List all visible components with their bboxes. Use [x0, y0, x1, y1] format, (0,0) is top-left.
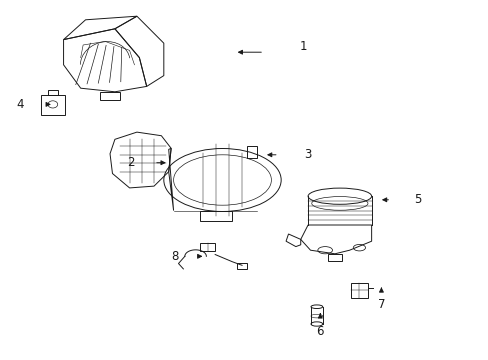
- Text: 6: 6: [316, 325, 324, 338]
- Text: 3: 3: [304, 148, 311, 161]
- Text: 7: 7: [377, 298, 385, 311]
- Text: 1: 1: [299, 40, 306, 53]
- Text: 5: 5: [413, 193, 421, 206]
- Text: 4: 4: [17, 98, 24, 111]
- Text: 2: 2: [127, 156, 135, 169]
- Text: 8: 8: [171, 250, 179, 263]
